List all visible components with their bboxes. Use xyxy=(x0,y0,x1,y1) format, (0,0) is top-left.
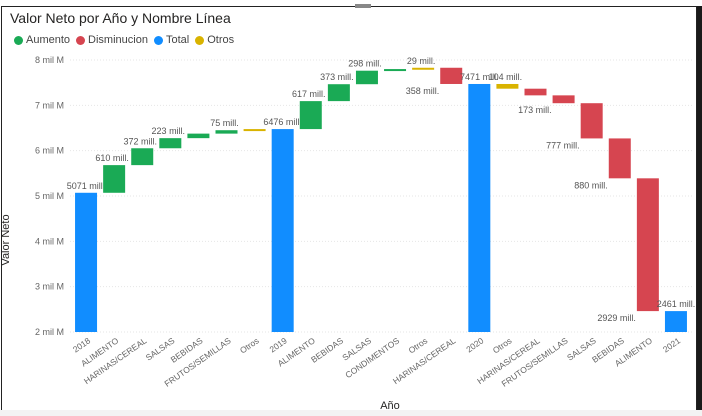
legend-label-disminucion: Disminucion xyxy=(88,34,148,46)
legend-item-total[interactable]: Total xyxy=(153,34,190,46)
waterfall-bar xyxy=(187,133,210,139)
data-label: 358 mill. xyxy=(406,86,440,96)
data-label: 75 mill. xyxy=(210,118,239,128)
waterfall-bar xyxy=(636,178,659,312)
legend-dot-otros xyxy=(195,35,205,45)
waterfall-bar xyxy=(664,311,687,332)
y-tick-label: 4 mil M xyxy=(35,236,64,246)
data-label: 7471 mill. xyxy=(460,72,499,82)
data-label: 29 mill. xyxy=(407,56,436,66)
data-label: 173 mill. xyxy=(518,105,552,115)
data-label: 223 mill. xyxy=(152,126,186,136)
y-tick-label: 8 mil M xyxy=(35,55,64,65)
waterfall-bar xyxy=(131,148,154,166)
waterfall-bar xyxy=(524,88,547,96)
legend-label-aumento: Aumento xyxy=(26,34,71,46)
data-label: 2929 mill. xyxy=(597,313,636,323)
window-edge xyxy=(697,6,702,412)
waterfall-bar xyxy=(103,165,126,193)
visual-drag-handle[interactable] xyxy=(355,4,371,8)
y-tick-label: 3 mil M xyxy=(35,282,64,292)
x-tick-label: 2020 xyxy=(464,335,485,354)
data-label: 880 mill. xyxy=(574,180,608,190)
waterfall-bar xyxy=(580,103,603,139)
legend-label-total: Total xyxy=(165,34,190,46)
waterfall-bar xyxy=(159,138,182,149)
waterfall-bar xyxy=(327,84,350,102)
legend-item-otros[interactable]: Otros xyxy=(195,34,234,46)
waterfall-bar xyxy=(243,129,266,132)
waterfall-bar xyxy=(75,192,98,332)
waterfall-bar xyxy=(355,70,378,85)
waterfall-bar xyxy=(496,83,519,89)
legend-dot-aumento xyxy=(14,35,23,45)
legend-label-otros: Otros xyxy=(207,34,235,46)
data-label: 373 mill. xyxy=(320,72,354,82)
data-label: 610 mill. xyxy=(95,153,129,163)
waterfall-bar xyxy=(215,130,238,134)
y-tick-label: 6 mil M xyxy=(35,146,64,156)
x-tick-label: 2021 xyxy=(661,335,682,354)
chart-legend: Aumento Disminucion Total Otros xyxy=(14,34,240,46)
data-label: 6476 mill. xyxy=(263,117,302,127)
data-label: 104 mill. xyxy=(489,72,523,82)
y-tick-label: 5 mil M xyxy=(35,191,64,201)
legend-dot-total xyxy=(153,35,163,45)
x-tick-label: 2018 xyxy=(71,335,92,354)
data-label: 617 mill. xyxy=(292,89,326,99)
waterfall-bar xyxy=(468,83,491,333)
data-label: 777 mill. xyxy=(546,140,580,150)
y-tick-label: 2 mil M xyxy=(35,327,64,337)
waterfall-bar xyxy=(552,95,575,104)
data-label: 2461 mill. xyxy=(657,299,696,309)
legend-item-disminucion[interactable]: Disminucion xyxy=(76,34,148,46)
chart-frame xyxy=(1,6,697,412)
waterfall-bar xyxy=(271,129,294,332)
x-tick-label: 2019 xyxy=(268,335,289,354)
data-label: 5071 mill. xyxy=(67,181,106,191)
waterfall-bar xyxy=(299,101,322,130)
waterfall-bar xyxy=(412,67,435,70)
legend-item-aumento[interactable]: Aumento xyxy=(14,34,70,46)
canvas-margin xyxy=(0,410,702,416)
y-tick-label: 7 mil M xyxy=(35,100,64,110)
waterfall-bar xyxy=(608,138,631,179)
chart-title: Valor Neto por Año y Nombre Línea xyxy=(10,10,231,26)
waterfall-bar xyxy=(440,67,463,84)
waterfall-bar xyxy=(384,69,407,72)
data-label: 372 mill. xyxy=(123,136,157,146)
x-axis-title: Año xyxy=(380,400,400,412)
data-label: 298 mill. xyxy=(348,59,382,69)
x-tick-label: Otros xyxy=(238,335,261,355)
legend-dot-disminucion xyxy=(76,35,86,45)
x-tick-label: BEBIDAS xyxy=(309,335,345,365)
